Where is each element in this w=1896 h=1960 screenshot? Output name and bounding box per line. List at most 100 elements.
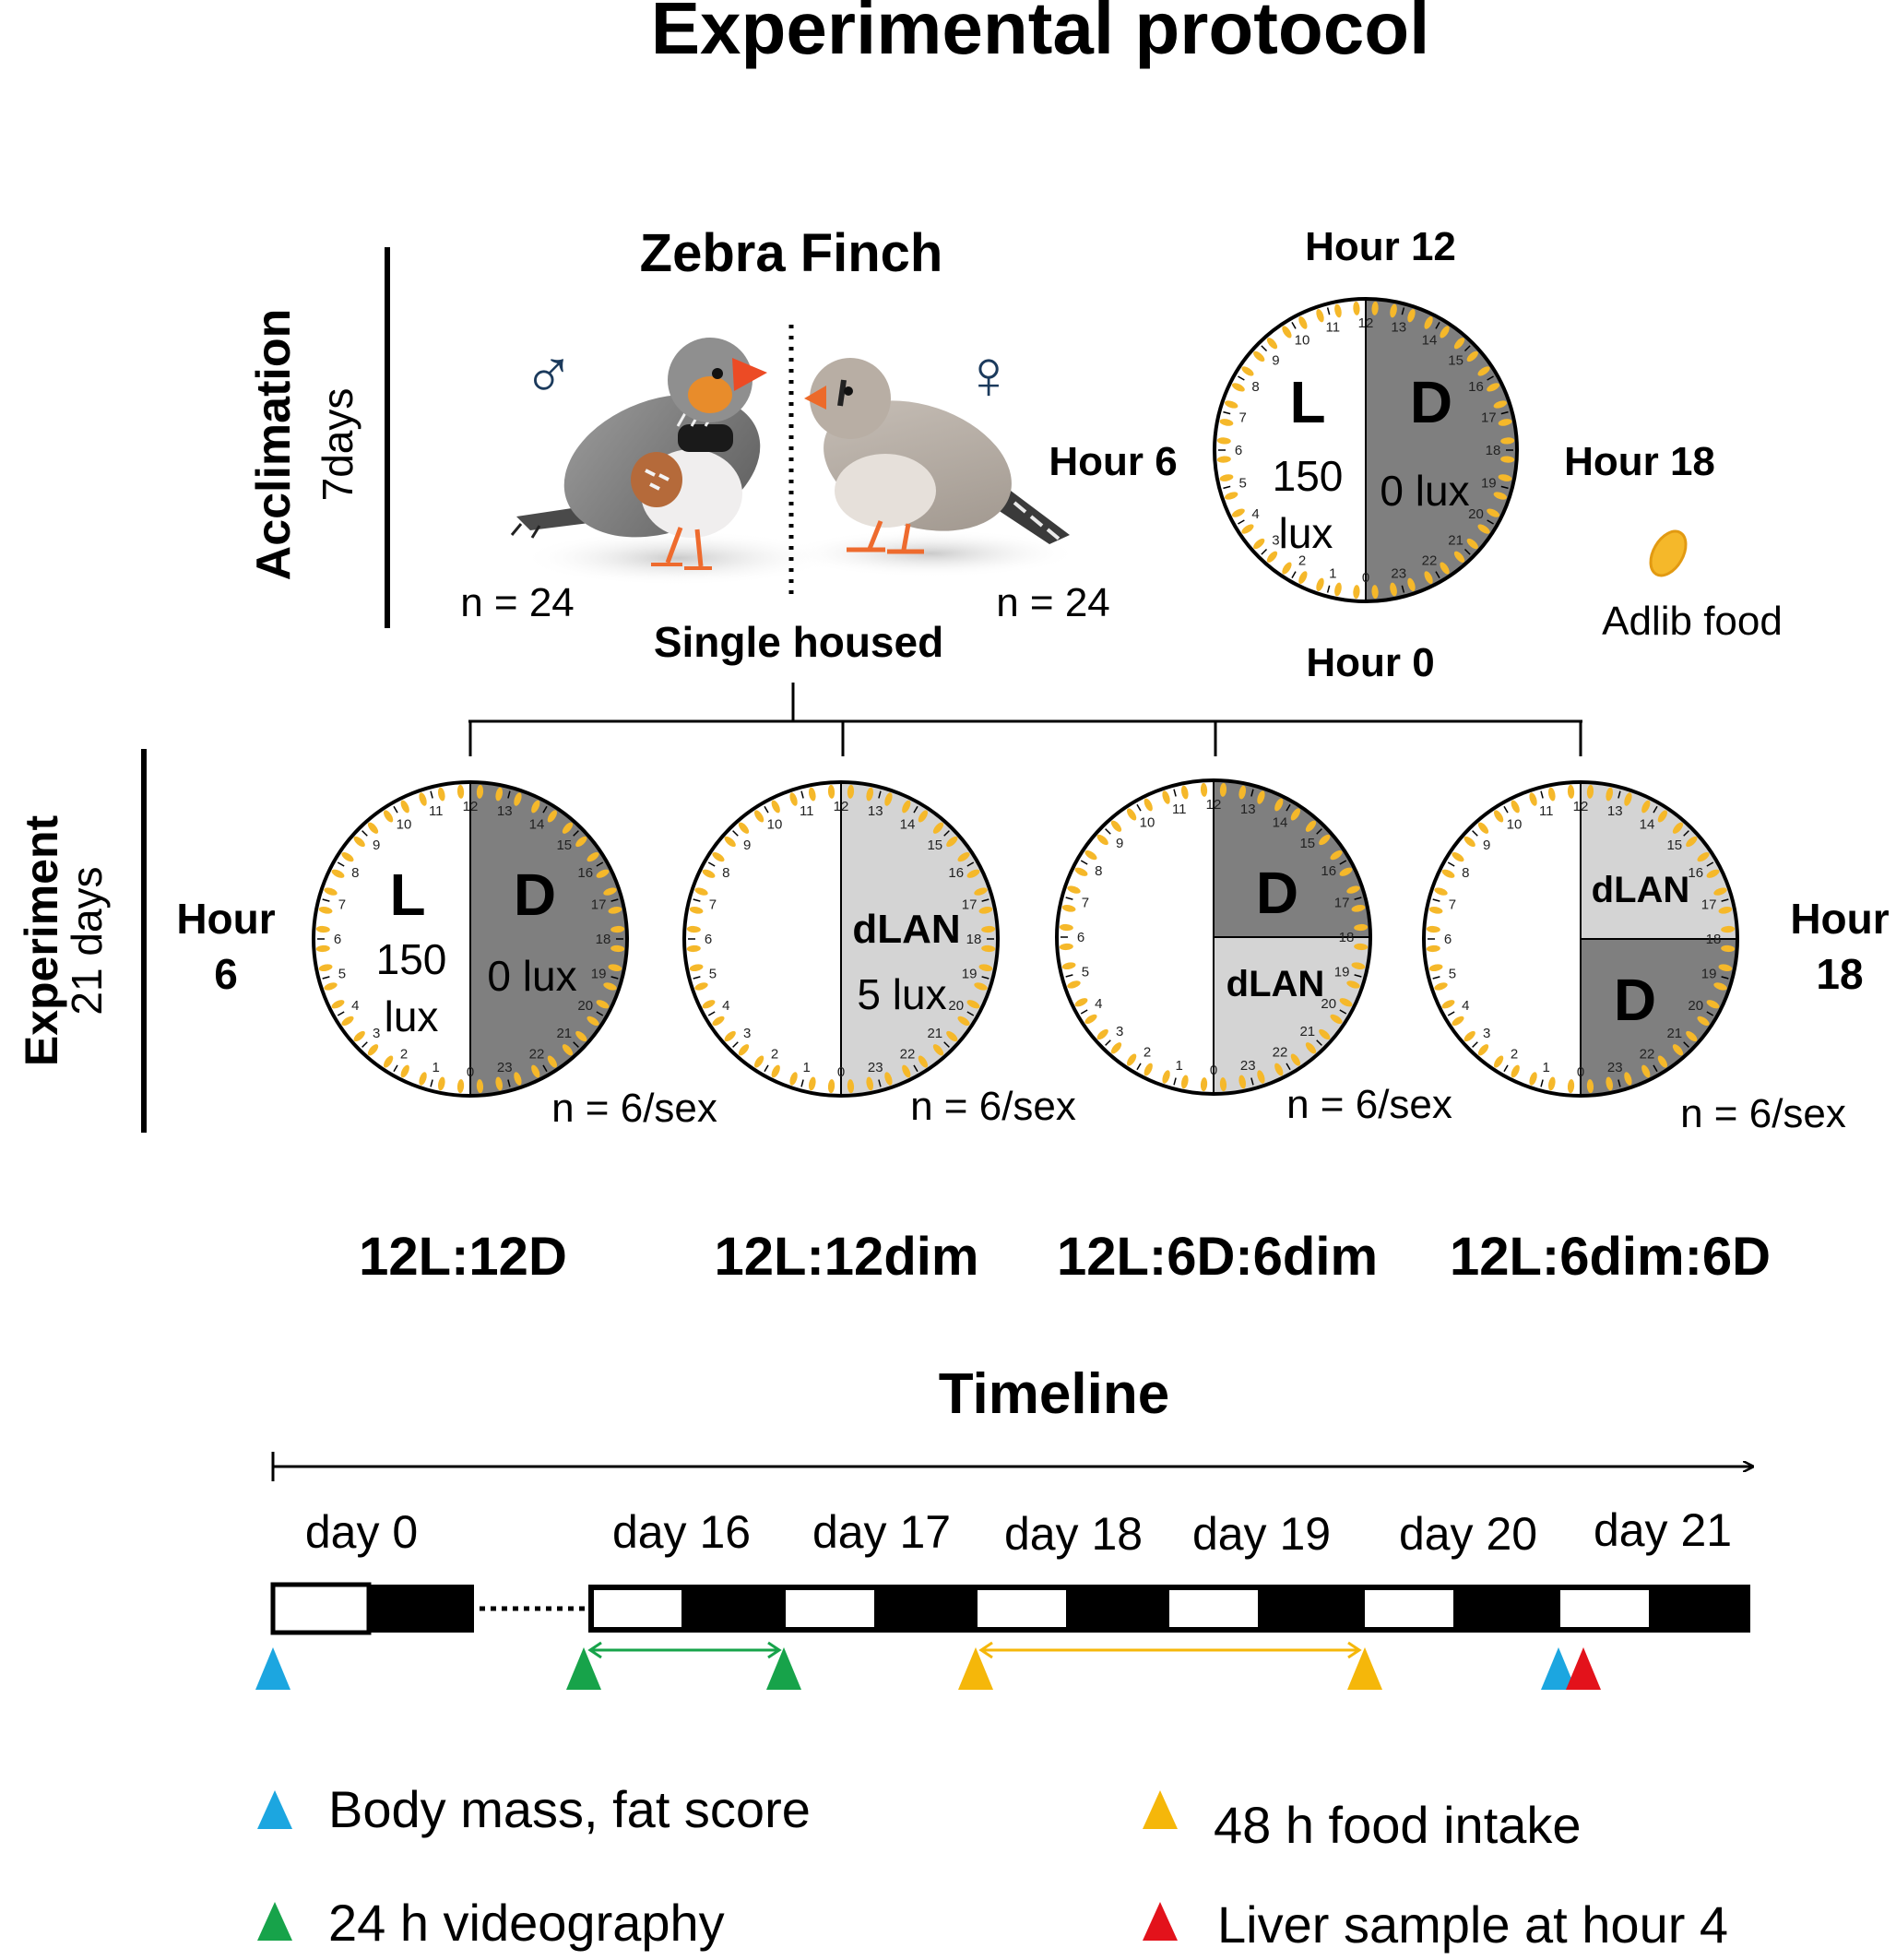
hour-tick	[1432, 976, 1440, 980]
food-pellet-icon	[575, 1030, 587, 1042]
food-pellet-icon	[1354, 923, 1369, 932]
hour-numeral: 12	[463, 799, 479, 814]
legend-food-intake-icon	[1143, 1790, 1178, 1829]
legend-videography-icon	[257, 1902, 292, 1941]
hour-tick	[1618, 1079, 1621, 1087]
hour-tick	[1500, 410, 1509, 415]
hour-numeral: 13	[868, 803, 883, 819]
hour-tick	[1080, 860, 1088, 865]
hour-numeral: 6	[705, 932, 712, 947]
food-pellet-icon	[341, 851, 354, 862]
food-pellet-icon	[1606, 1076, 1614, 1091]
food-pellet-icon	[603, 982, 617, 991]
hour-numeral: 7	[1082, 896, 1089, 911]
food-pellet-icon	[1319, 1028, 1331, 1040]
food-pellet-icon	[1126, 1053, 1137, 1066]
female-zebra-finch-image	[784, 358, 1079, 577]
hour-numeral: 14	[1640, 816, 1655, 832]
food-pellet-icon	[1718, 964, 1733, 972]
hour-tick	[1261, 345, 1268, 352]
food-pellet-icon	[1067, 980, 1081, 989]
food-pellet-icon	[918, 810, 929, 823]
food-pellet-icon	[966, 1000, 980, 1009]
hour-tick	[1354, 974, 1362, 978]
hour-numeral: 22	[529, 1047, 545, 1063]
hour-tick	[610, 976, 619, 980]
group-bracket	[468, 683, 1582, 756]
day-label-20: day 20	[1399, 1508, 1537, 1560]
food-pellet-icon	[1253, 350, 1265, 362]
hour-numeral: 13	[497, 803, 513, 819]
food-pellet-icon	[587, 851, 599, 862]
food-pellet-icon	[1059, 923, 1073, 932]
food-pellet-icon	[514, 1072, 522, 1086]
hour-numeral: 7	[1239, 410, 1247, 425]
liver-sample-marker	[1566, 1647, 1601, 1690]
hour-18-label: Hour 18	[1564, 439, 1715, 484]
food-pellet-icon	[383, 1055, 394, 1068]
acc-light-letter: L	[1289, 369, 1325, 435]
acclimation-label: Acclimation	[247, 309, 301, 581]
food-pellet-icon	[1426, 925, 1440, 933]
hour-tick	[1447, 1011, 1455, 1016]
hour-tick	[1080, 1009, 1088, 1015]
hour-numeral: 15	[1666, 837, 1682, 853]
hour-tick	[1683, 830, 1689, 837]
hour-numeral: 23	[868, 1060, 883, 1075]
hour-tick	[610, 898, 619, 902]
food-pellet-icon	[1231, 508, 1245, 517]
food-pellet-icon	[1706, 869, 1720, 878]
dark-phase	[1581, 939, 1737, 1096]
hour-tick	[732, 1041, 739, 1048]
food-pellet-icon	[1441, 1000, 1455, 1009]
food-pellet-icon	[1713, 887, 1727, 896]
food-pellet-icon	[1354, 943, 1369, 951]
food-pellet-icon	[1238, 1075, 1247, 1089]
hour-numeral: 2	[400, 1047, 408, 1063]
food-pellet-icon	[1330, 849, 1343, 861]
day-label-17: day 17	[812, 1506, 951, 1558]
hour-tick	[1447, 861, 1455, 867]
hour-numeral: 19	[1334, 964, 1350, 980]
food-pellet-icon	[1290, 808, 1301, 821]
hour-numeral: 0	[837, 1064, 845, 1080]
food-pellet-icon	[610, 944, 625, 953]
hour-0-label: Hour 0	[1306, 640, 1434, 685]
experiment-label: Experiment	[16, 815, 67, 1067]
hour-numeral: 20	[1321, 996, 1336, 1012]
hour-numeral: 18	[1486, 443, 1501, 458]
food-pellet-icon	[1353, 301, 1360, 315]
hour-tick	[1472, 1041, 1478, 1048]
hour-tick	[393, 1064, 398, 1073]
hour-tick	[1401, 585, 1405, 593]
hour-numeral: 17	[1334, 896, 1350, 911]
hour-tick	[322, 976, 330, 980]
hour-numeral: 6	[334, 932, 341, 947]
acclimation-section: Acclimation 7days Zebra Finch ♂ ♀	[247, 223, 1783, 685]
legend-videography-label: 24 h videography	[328, 1894, 725, 1952]
hour-numeral: 9	[1272, 352, 1279, 368]
food-pellet-icon	[789, 792, 798, 806]
food-pellet-icon	[974, 887, 988, 896]
food-pellet-icon	[1529, 792, 1537, 806]
g1-dark-value: 0 lux	[487, 952, 576, 1000]
food-pellet-icon	[596, 1000, 610, 1009]
food-pellet-icon	[1200, 782, 1208, 797]
hour-numeral: 4	[351, 998, 359, 1014]
hour-numeral: 21	[927, 1026, 942, 1041]
hour-numeral: 7	[1449, 897, 1456, 913]
day-label-0: day 0	[305, 1506, 418, 1558]
hour-tick	[732, 830, 739, 837]
food-pellet-icon	[724, 1030, 736, 1042]
timeline-title: Timeline	[939, 1362, 1169, 1426]
food-pellet-icon	[1477, 822, 1489, 834]
hour-numeral: 15	[556, 837, 572, 853]
hour-tick	[1653, 1064, 1658, 1073]
hour-numeral: 3	[373, 1026, 380, 1041]
food-pellet-icon	[1500, 437, 1515, 445]
food-pellet-icon	[1424, 315, 1433, 329]
food-pellet-icon	[884, 1072, 893, 1086]
hour-tick	[1401, 307, 1405, 315]
hour-tick	[1487, 519, 1494, 525]
